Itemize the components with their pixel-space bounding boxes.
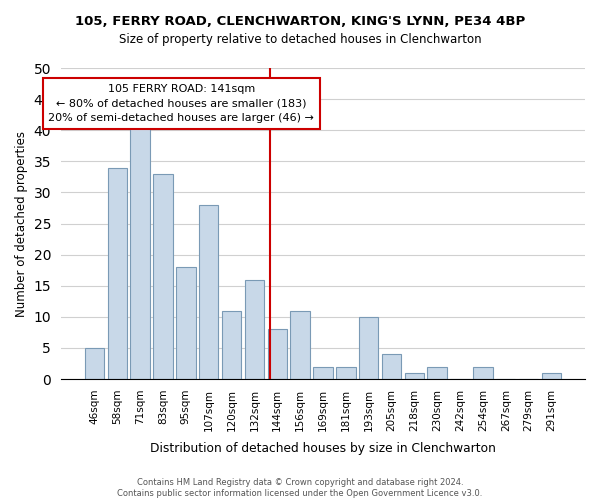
X-axis label: Distribution of detached houses by size in Clenchwarton: Distribution of detached houses by size … (150, 442, 496, 455)
Text: Contains HM Land Registry data © Crown copyright and database right 2024.
Contai: Contains HM Land Registry data © Crown c… (118, 478, 482, 498)
Bar (199, 205, 218, 379)
Bar (268, 330, 287, 379)
Bar (245, 280, 264, 379)
Bar (176, 267, 196, 379)
Y-axis label: Number of detached properties: Number of detached properties (15, 130, 28, 316)
Bar (542, 373, 561, 379)
Bar (382, 354, 401, 379)
Bar (359, 317, 379, 379)
Bar (290, 310, 310, 379)
Text: 105 FERRY ROAD: 141sqm
← 80% of detached houses are smaller (183)
20% of semi-de: 105 FERRY ROAD: 141sqm ← 80% of detached… (49, 84, 314, 123)
Text: 105, FERRY ROAD, CLENCHWARTON, KING'S LYNN, PE34 4BP: 105, FERRY ROAD, CLENCHWARTON, KING'S LY… (75, 15, 525, 28)
Bar (427, 366, 447, 379)
Text: Size of property relative to detached houses in Clenchwarton: Size of property relative to detached ho… (119, 32, 481, 46)
Bar (222, 310, 241, 379)
Bar (473, 366, 493, 379)
Bar (107, 168, 127, 379)
Bar (336, 366, 356, 379)
Bar (313, 366, 332, 379)
Bar (404, 373, 424, 379)
Bar (85, 348, 104, 379)
Bar (153, 174, 173, 379)
Bar (130, 118, 150, 379)
